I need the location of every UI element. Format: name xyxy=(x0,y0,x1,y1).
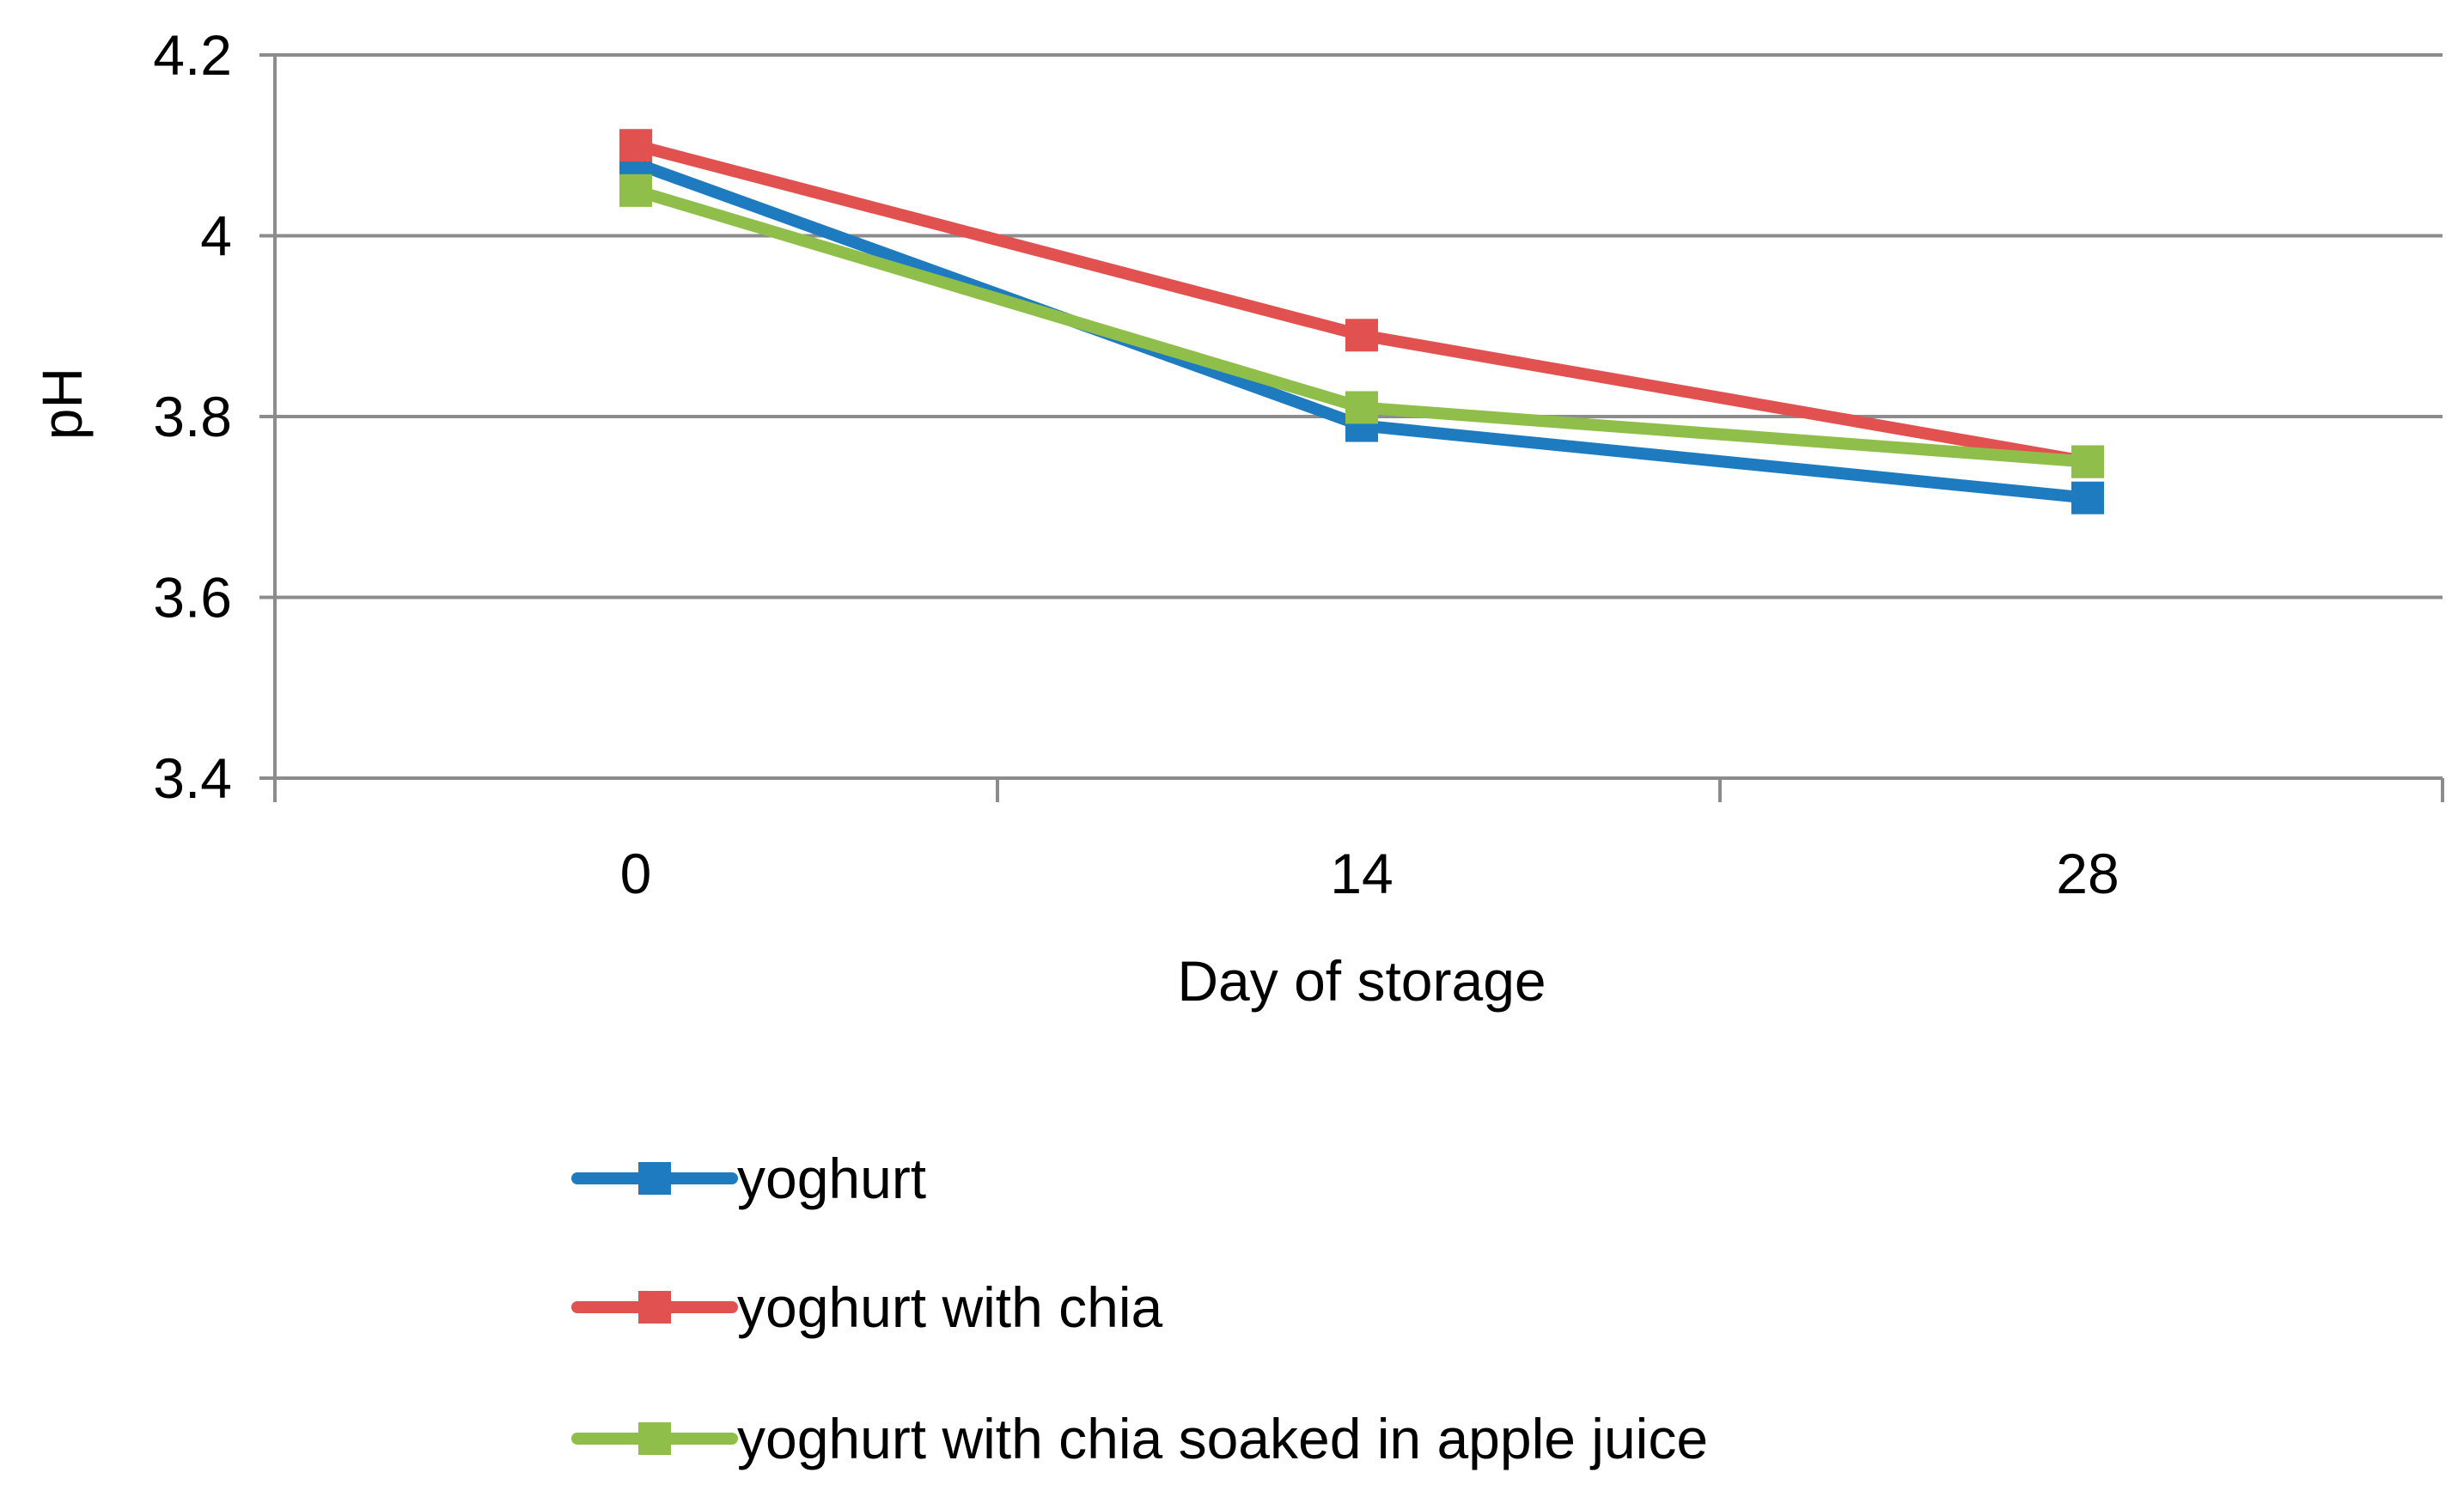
legend-item: yoghurt xyxy=(571,1147,926,1210)
data-point xyxy=(619,173,652,207)
x-tick-label: 0 xyxy=(620,842,652,905)
legend-label: yoghurt xyxy=(737,1147,926,1210)
data-point xyxy=(619,129,652,162)
data-point xyxy=(1345,319,1378,352)
data-point xyxy=(1345,391,1378,424)
y-tick-label: 3.6 xyxy=(153,566,232,630)
series-3 xyxy=(619,173,2104,478)
gridlines xyxy=(275,53,2443,599)
x-tick-label: 14 xyxy=(1330,842,1393,905)
legend: yoghurt yoghurt with chia yoghurt with chi… xyxy=(571,1147,1708,1470)
data-point xyxy=(2071,445,2104,478)
y-tick-label: 3.8 xyxy=(153,385,232,448)
legend-label: yoghurt with chia soaked in apple juice xyxy=(737,1407,1708,1470)
y-tick-label: 4.2 xyxy=(153,23,232,87)
axes xyxy=(259,53,2444,802)
legend-item: yoghurt with chia xyxy=(571,1275,1163,1339)
x-axis-title: Day of storage xyxy=(1177,949,1546,1013)
legend-swatch-marker xyxy=(638,1422,671,1455)
x-tick-label: 28 xyxy=(2056,842,2119,905)
y-axis-title: pH xyxy=(30,368,94,440)
y-tick-label: 3.4 xyxy=(153,746,232,810)
tick-labels: 3.4 3.6 3.8 4 4.2 0 14 28 xyxy=(153,23,2119,905)
legend-swatch-marker xyxy=(638,1162,671,1195)
legend-label: yoghurt with chia xyxy=(737,1275,1163,1339)
data-point xyxy=(2071,481,2104,514)
legend-item: yoghurt with chia soaked in apple juice xyxy=(571,1407,1708,1470)
legend-swatch-marker xyxy=(638,1291,671,1324)
series-lines xyxy=(619,129,2104,514)
y-tick-label: 4 xyxy=(200,204,232,268)
